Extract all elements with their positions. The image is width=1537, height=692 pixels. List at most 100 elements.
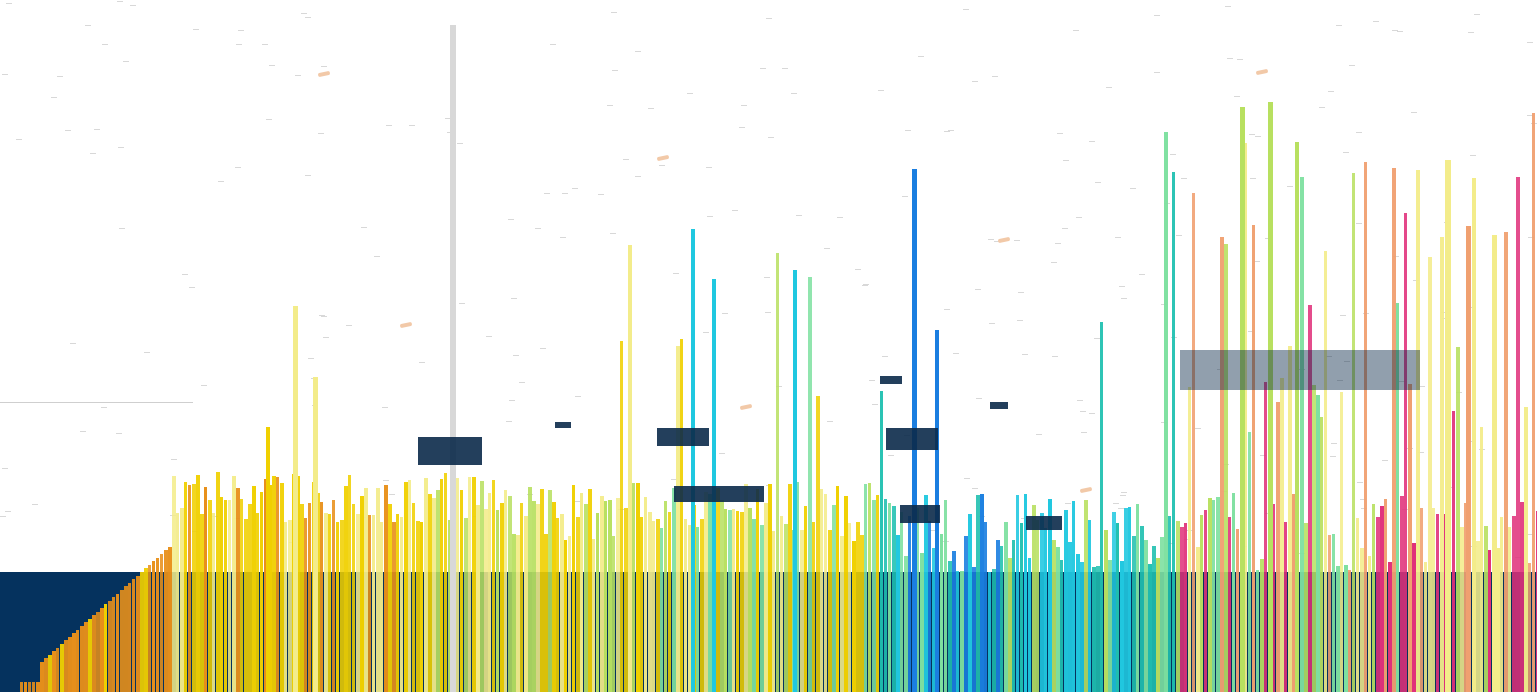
- color-bar: [736, 511, 739, 692]
- color-bar: [512, 534, 516, 692]
- color-bar: [828, 530, 832, 692]
- dash-mark: [764, 277, 770, 278]
- color-bar: [1176, 520, 1180, 692]
- color-bar: [252, 486, 256, 692]
- color-bar: [1476, 541, 1480, 692]
- color-bar: [688, 524, 691, 692]
- color-bar: [532, 501, 536, 692]
- color-bar: [932, 548, 935, 692]
- color-bar: [1416, 169, 1420, 692]
- color-bar: [1276, 401, 1280, 692]
- dash-mark: [760, 68, 766, 69]
- color-bar: [152, 561, 155, 692]
- color-bar: [508, 495, 512, 692]
- color-bar: [1320, 417, 1323, 692]
- dash-mark: [1250, 178, 1256, 179]
- color-bar: [164, 550, 168, 692]
- dash-mark: [972, 488, 978, 489]
- color-bar: [860, 535, 864, 692]
- dash-mark: [119, 228, 125, 229]
- dash-mark: [130, 5, 136, 6]
- dash-mark: [1254, 261, 1260, 262]
- color-bar: [892, 506, 896, 692]
- dash-mark: [1120, 495, 1126, 496]
- dash-mark: [1349, 65, 1355, 66]
- dash-mark: [457, 143, 463, 144]
- dash-mark: [0, 516, 6, 517]
- color-bar: [1184, 523, 1187, 692]
- dash-mark: [796, 215, 802, 216]
- dash-mark: [308, 358, 314, 359]
- color-bar: [1076, 554, 1080, 692]
- dash-mark: [888, 455, 894, 456]
- dash-mark: [944, 309, 950, 310]
- color-bar: [1048, 498, 1052, 692]
- dash-mark: [1260, 455, 1266, 456]
- dash-mark: [1181, 178, 1187, 179]
- color-bar: [636, 482, 640, 692]
- color-bar: [1148, 563, 1152, 692]
- color-bar: [1520, 502, 1524, 692]
- color-bar: [700, 519, 704, 692]
- color-bar: [1316, 395, 1320, 692]
- color-bar: [380, 521, 383, 692]
- color-bar: [1160, 536, 1164, 692]
- color-bar: [840, 535, 844, 692]
- color-bar: [1460, 527, 1464, 692]
- tall-spike: [712, 279, 716, 692]
- dash-mark: [824, 248, 830, 249]
- color-bar: [192, 483, 196, 692]
- dash-mark: [1474, 14, 1480, 15]
- dash-mark: [1106, 87, 1112, 88]
- color-bar: [1024, 493, 1027, 692]
- color-bar: [1352, 173, 1355, 692]
- dash-mark: [1121, 492, 1127, 493]
- dash-mark: [918, 56, 924, 57]
- dash-mark: [65, 130, 71, 131]
- dash-mark: [235, 167, 241, 168]
- color-bar: [540, 489, 544, 692]
- color-bar: [924, 495, 928, 692]
- dash-mark: [1343, 152, 1349, 153]
- color-bar: [1516, 177, 1520, 692]
- color-bar: [684, 519, 687, 692]
- color-bar: [1340, 391, 1343, 692]
- dash-mark: [1468, 441, 1474, 442]
- dash-mark: [193, 29, 199, 30]
- dash-mark: [262, 44, 268, 45]
- color-bar: [1420, 507, 1423, 692]
- dash-mark: [5, 511, 11, 512]
- color-bar: [952, 550, 956, 692]
- color-bar: [1248, 432, 1251, 692]
- color-bar: [1044, 527, 1047, 692]
- color-bar: [972, 567, 976, 692]
- dash-mark: [1237, 59, 1243, 60]
- dash-mark: [1227, 58, 1233, 59]
- color-bar: [412, 503, 415, 692]
- dash-mark: [994, 241, 1000, 242]
- dash-mark: [1195, 428, 1201, 429]
- dash-mark: [1527, 115, 1533, 116]
- color-bar: [404, 481, 408, 692]
- dash-mark: [1356, 223, 1362, 224]
- color-bar: [896, 535, 900, 692]
- color-bar: [768, 484, 772, 692]
- color-bar: [64, 640, 68, 692]
- dash-mark: [1441, 312, 1447, 313]
- dash-mark: [1411, 112, 1417, 113]
- color-bar: [1356, 517, 1359, 692]
- dash-mark: [1418, 452, 1424, 453]
- color-bar: [176, 512, 179, 692]
- color-bar: [1412, 542, 1416, 692]
- dash-mark: [673, 273, 679, 274]
- dash-mark: [722, 313, 728, 314]
- dash-mark: [1065, 503, 1071, 504]
- color-bar: [216, 472, 220, 692]
- dash-mark: [905, 130, 911, 131]
- color-bar: [1388, 561, 1392, 692]
- dash-mark: [383, 480, 389, 481]
- color-bar: [408, 480, 411, 692]
- dash-mark: [635, 51, 641, 52]
- tall-spike: [450, 25, 456, 692]
